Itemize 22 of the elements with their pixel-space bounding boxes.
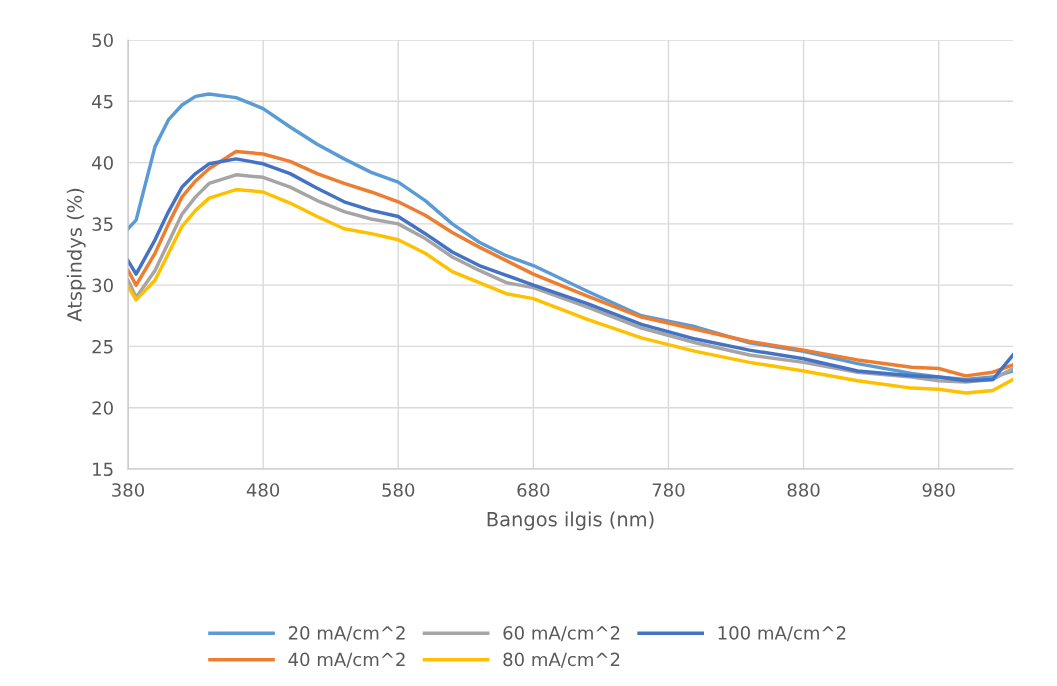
y-tick-label: 20 <box>92 401 113 415</box>
y-tick-label: 50 <box>92 33 113 48</box>
y-tick-label: 45 <box>92 94 113 109</box>
legend-label: 40 mA/cm^2 <box>288 652 405 668</box>
legend-label: 60 mA/cm^2 <box>503 626 620 642</box>
x-tick-label: 480 <box>246 483 280 497</box>
y-tick-label: 40 <box>92 156 113 170</box>
x-tick-label: 880 <box>787 483 820 497</box>
legend-label: 20 mA/cm^2 <box>288 626 405 642</box>
x-axis-title: Bangos ilgis (nm) <box>487 511 654 531</box>
x-tick-label: 380 <box>112 483 145 497</box>
legend-label: 80 mA/cm^2 <box>503 652 620 668</box>
x-tick-label: 780 <box>652 483 685 497</box>
y-axis-title: Atspindys (%) <box>66 188 86 322</box>
legend-label: 100 mA/cm^2 <box>718 626 846 642</box>
y-tick-label: 30 <box>92 278 113 293</box>
y-tick-label: 35 <box>92 217 113 231</box>
x-tick-label: 580 <box>382 483 415 497</box>
y-tick-label: 25 <box>92 339 113 354</box>
x-tick-label: 680 <box>517 483 550 497</box>
y-tick-label: 15 <box>93 462 113 477</box>
x-tick-label: 980 <box>922 483 955 497</box>
